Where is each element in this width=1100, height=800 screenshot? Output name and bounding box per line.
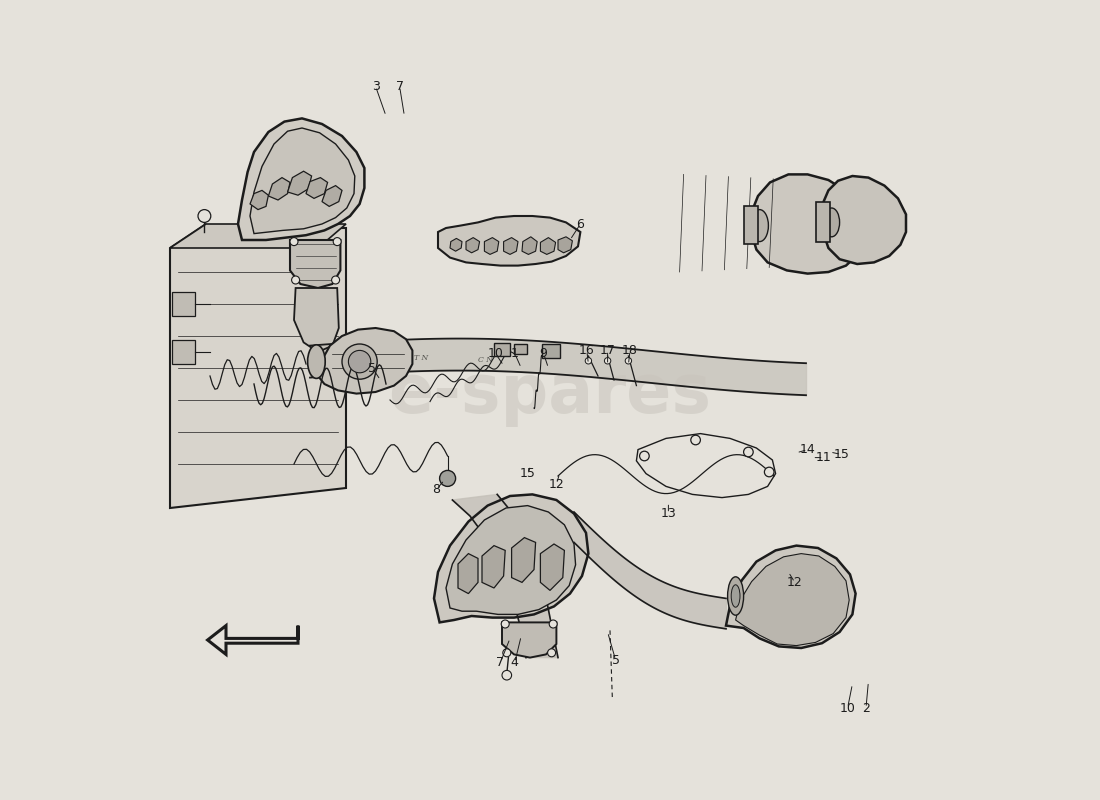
Circle shape [290, 238, 298, 246]
Polygon shape [294, 288, 339, 352]
Polygon shape [318, 328, 412, 394]
Polygon shape [452, 494, 558, 658]
Text: 4: 4 [510, 656, 519, 669]
Bar [514, 344, 527, 354]
Text: 5: 5 [368, 362, 376, 374]
Polygon shape [466, 238, 480, 253]
Text: 5: 5 [612, 654, 619, 666]
Circle shape [331, 276, 340, 284]
Circle shape [198, 210, 211, 222]
Circle shape [691, 435, 701, 445]
Text: 16: 16 [579, 344, 595, 357]
Polygon shape [522, 237, 537, 254]
Text: 3: 3 [372, 80, 379, 93]
Text: 2: 2 [862, 702, 870, 714]
Text: e-spares: e-spares [388, 361, 712, 426]
Text: 18: 18 [623, 344, 638, 357]
Polygon shape [512, 538, 536, 582]
Polygon shape [484, 238, 498, 254]
Text: 9: 9 [540, 347, 548, 360]
Text: 6: 6 [576, 218, 584, 230]
Polygon shape [287, 171, 311, 195]
Polygon shape [290, 240, 340, 288]
Circle shape [604, 358, 611, 364]
Ellipse shape [732, 585, 740, 607]
Polygon shape [268, 178, 290, 200]
Circle shape [625, 358, 631, 364]
Text: 7: 7 [496, 656, 505, 669]
Circle shape [292, 276, 299, 284]
Bar [494, 343, 510, 356]
Polygon shape [558, 237, 572, 253]
Circle shape [639, 451, 649, 461]
Text: 7: 7 [396, 80, 404, 93]
Text: 13: 13 [660, 507, 676, 520]
Circle shape [549, 620, 558, 628]
Bar [173, 340, 195, 364]
Polygon shape [482, 546, 505, 588]
Circle shape [342, 344, 377, 379]
Text: 17: 17 [600, 344, 616, 357]
Polygon shape [250, 190, 268, 210]
Text: 10: 10 [839, 702, 856, 714]
Polygon shape [540, 238, 556, 254]
Circle shape [349, 350, 371, 373]
Text: 12: 12 [549, 478, 564, 490]
Circle shape [502, 670, 512, 680]
Bar [542, 344, 560, 358]
Text: 10: 10 [487, 347, 504, 360]
Text: 14: 14 [800, 443, 815, 456]
Circle shape [744, 447, 754, 457]
Polygon shape [458, 554, 478, 594]
Text: 11: 11 [816, 451, 832, 464]
Circle shape [548, 649, 556, 657]
Polygon shape [446, 506, 575, 614]
Polygon shape [170, 224, 346, 248]
Text: T N: T N [414, 354, 428, 362]
Circle shape [585, 358, 592, 364]
Bar [744, 206, 758, 244]
Circle shape [333, 238, 341, 246]
Polygon shape [540, 544, 564, 590]
Circle shape [502, 620, 509, 628]
Polygon shape [504, 238, 518, 254]
Polygon shape [238, 118, 364, 240]
Text: 15: 15 [519, 467, 536, 480]
Circle shape [503, 649, 510, 657]
Text: 12: 12 [786, 576, 803, 589]
Ellipse shape [308, 345, 326, 378]
Bar [815, 202, 830, 242]
Polygon shape [250, 128, 355, 234]
Polygon shape [751, 174, 867, 274]
Polygon shape [502, 622, 557, 658]
Polygon shape [726, 546, 856, 648]
Circle shape [440, 470, 455, 486]
Text: 15: 15 [834, 448, 849, 461]
Ellipse shape [751, 210, 769, 242]
Polygon shape [306, 178, 328, 198]
Bar [173, 292, 195, 316]
Polygon shape [322, 186, 342, 206]
Text: 1: 1 [510, 347, 519, 360]
Circle shape [764, 467, 774, 477]
Polygon shape [208, 626, 298, 654]
Polygon shape [736, 554, 849, 646]
Polygon shape [170, 224, 346, 508]
Polygon shape [450, 238, 462, 251]
Polygon shape [824, 176, 906, 264]
Text: C N: C N [478, 355, 493, 363]
Polygon shape [434, 494, 588, 622]
Ellipse shape [727, 577, 744, 615]
Text: 8: 8 [432, 483, 440, 496]
Ellipse shape [824, 208, 839, 237]
Polygon shape [438, 216, 581, 266]
